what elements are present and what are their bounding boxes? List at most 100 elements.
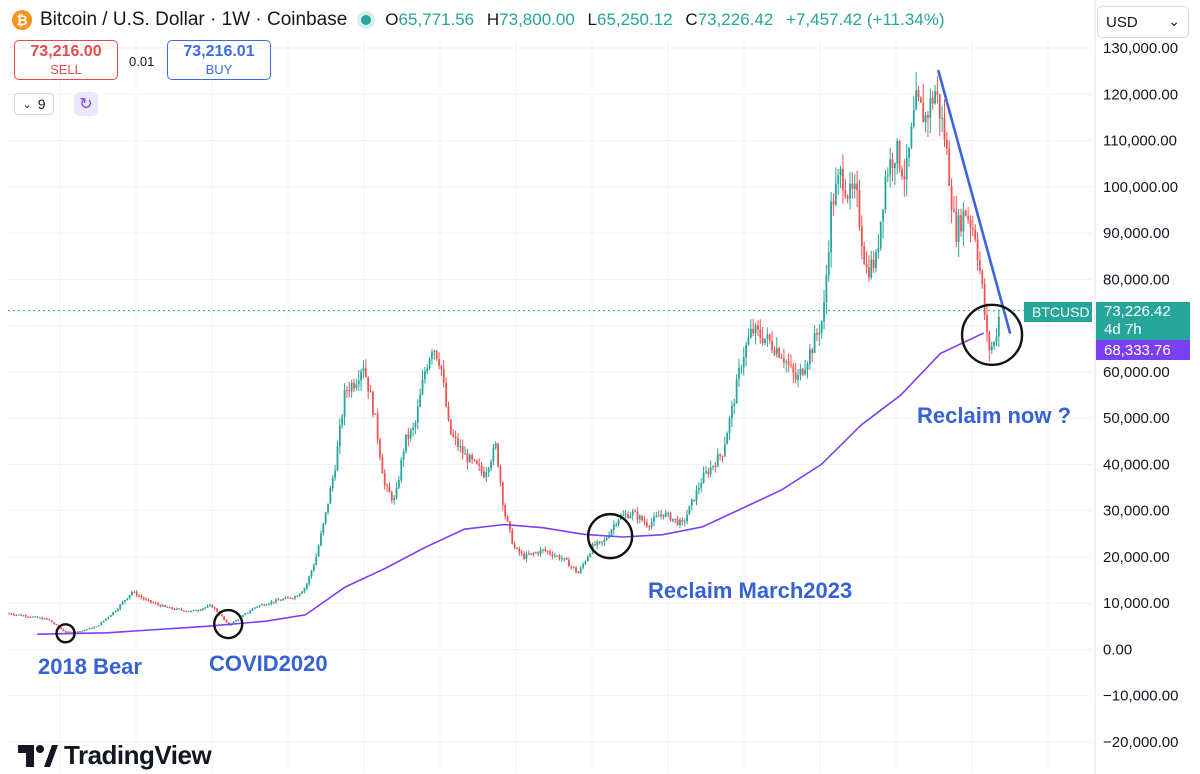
candle-body bbox=[754, 325, 757, 334]
candle-body bbox=[50, 620, 53, 623]
candle-body bbox=[400, 459, 403, 481]
candle-body bbox=[152, 602, 155, 604]
candle-body bbox=[586, 556, 589, 562]
candle-body bbox=[107, 616, 110, 619]
candle-body bbox=[565, 557, 568, 560]
candle-body bbox=[62, 629, 65, 632]
candle-body bbox=[263, 604, 266, 606]
buy-button[interactable]: 73,216.01 BUY bbox=[167, 40, 271, 80]
candle-body bbox=[558, 555, 561, 560]
candle-body bbox=[891, 159, 894, 168]
y-tick-label: −10,000.00 bbox=[1103, 688, 1179, 705]
candle-body bbox=[379, 439, 381, 457]
candle-body bbox=[823, 302, 825, 322]
candle-body bbox=[872, 259, 875, 269]
open-label: O bbox=[385, 10, 399, 29]
candle-body bbox=[98, 625, 100, 627]
tradingview-logo[interactable]: TradingView bbox=[18, 740, 212, 771]
candle-body bbox=[494, 443, 497, 448]
change-value: +7,457.42 (+11.34%) bbox=[786, 10, 945, 29]
candle-body bbox=[601, 541, 603, 543]
candle-body bbox=[412, 427, 414, 430]
candle-body bbox=[178, 608, 181, 610]
candle-body bbox=[837, 175, 840, 184]
candle-body bbox=[778, 348, 781, 358]
candle-body bbox=[357, 380, 360, 385]
candle-body bbox=[582, 564, 585, 568]
candle-body bbox=[993, 341, 995, 347]
candle-body bbox=[603, 539, 606, 543]
candle-body bbox=[197, 610, 200, 612]
close-label: C bbox=[685, 10, 698, 29]
candle-body bbox=[291, 598, 294, 600]
candle-body bbox=[674, 518, 677, 520]
candle-body bbox=[29, 616, 32, 618]
candle-body bbox=[780, 357, 783, 359]
candle-body bbox=[402, 451, 405, 460]
candle-body bbox=[464, 453, 466, 455]
candle-body bbox=[610, 529, 613, 536]
candle-body bbox=[844, 190, 847, 197]
candle-body bbox=[206, 605, 209, 608]
candle-body bbox=[719, 454, 722, 456]
candle-body bbox=[797, 375, 799, 380]
candle-body bbox=[761, 337, 764, 344]
price-axis[interactable]: 130,000.00 120,000.00 110,000.00 100,000.00… bbox=[1094, 0, 1179, 774]
candle-body bbox=[924, 115, 927, 123]
candle-body bbox=[336, 446, 339, 471]
low-value: 65,250.12 bbox=[597, 10, 673, 29]
candle-body bbox=[598, 541, 601, 543]
candle-body bbox=[168, 607, 171, 609]
candle-body bbox=[449, 419, 452, 435]
candle-body bbox=[775, 348, 778, 355]
candle-body bbox=[804, 369, 807, 375]
candle-body bbox=[875, 251, 877, 269]
candle-body bbox=[419, 394, 422, 407]
candle-body bbox=[693, 499, 696, 501]
candle-body bbox=[943, 118, 946, 140]
candle-body bbox=[853, 183, 856, 189]
sell-button[interactable]: 73,216.00 SELL bbox=[14, 40, 118, 80]
candle-body bbox=[473, 459, 476, 461]
candle-body bbox=[133, 591, 136, 593]
candle-body bbox=[324, 512, 327, 524]
candle-body bbox=[563, 557, 566, 559]
candle-body bbox=[242, 615, 244, 617]
candle-body bbox=[570, 566, 573, 568]
candle-body bbox=[69, 631, 72, 633]
candle-body bbox=[20, 614, 22, 616]
candle-body bbox=[530, 553, 533, 555]
candle-body bbox=[731, 405, 733, 419]
candle-body bbox=[79, 631, 81, 633]
candle-body bbox=[8, 613, 11, 615]
candle-body bbox=[979, 260, 981, 271]
indicator-toggle[interactable]: ⌄ 9 bbox=[14, 93, 54, 115]
candle-body bbox=[542, 549, 544, 551]
candle-body bbox=[279, 600, 282, 602]
candle-body bbox=[889, 159, 892, 176]
candle-body bbox=[839, 168, 842, 176]
currency-select[interactable]: USD ⌄ bbox=[1097, 6, 1189, 38]
candle-body bbox=[537, 552, 540, 554]
symbol-title[interactable]: Bitcoin / U.S. Dollar · 1W · Coinbase bbox=[40, 9, 348, 30]
candle-body bbox=[532, 553, 535, 555]
candle-body bbox=[308, 576, 311, 584]
candle-body bbox=[135, 591, 138, 596]
candle-body bbox=[393, 498, 396, 501]
candle-body bbox=[645, 522, 648, 527]
last-price-value: 73,226.42 bbox=[1104, 303, 1171, 320]
candle-body bbox=[953, 209, 955, 212]
candle-body bbox=[442, 369, 445, 384]
marker-circle bbox=[213, 608, 244, 640]
candle-body bbox=[995, 336, 998, 342]
candle-body bbox=[742, 357, 745, 368]
candle-body bbox=[525, 553, 528, 559]
candle-body bbox=[615, 524, 618, 526]
candle-body bbox=[367, 376, 370, 392]
spread-value: 0.01 bbox=[129, 54, 155, 69]
candle-body bbox=[816, 333, 818, 335]
candle-body bbox=[504, 505, 507, 517]
candle-body bbox=[709, 467, 712, 475]
refresh-icon[interactable]: ↻ bbox=[74, 92, 98, 116]
